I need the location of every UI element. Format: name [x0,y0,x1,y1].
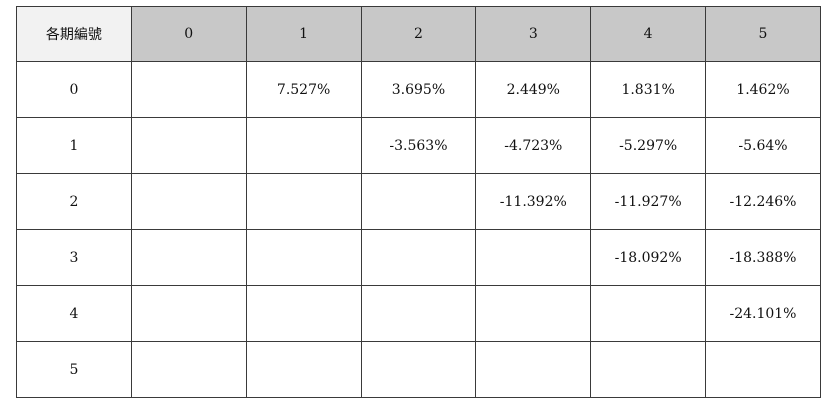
row-label: 2 [16,173,132,230]
table-cell [245,173,362,230]
table-cell: 2.449% [475,61,592,118]
row-label: 5 [16,341,132,398]
table-cell [245,285,362,342]
table-cell [245,341,362,398]
table-cell [245,117,362,174]
row-label: 3 [16,229,132,286]
table-cell: -5.297% [590,117,707,174]
table-cell: -24.101% [705,285,821,342]
corner-header: 各期編號 [16,6,132,62]
column-header: 1 [245,6,362,62]
table-cell: -11.927% [590,173,707,230]
table-cell [360,285,477,342]
column-header: 0 [130,6,247,62]
row-label: 0 [16,61,132,118]
table-row: 5 [16,341,821,398]
table-cell: -11.392% [475,173,592,230]
header-row: 各期編號 0 1 2 3 4 5 [16,6,821,62]
column-header: 2 [360,6,477,62]
table-row: 1 -3.563% -4.723% -5.297% -5.64% [16,117,821,174]
table-cell [360,173,477,230]
table-cell: -5.64% [705,117,821,174]
interest-rate-table: 各期編號 0 1 2 3 4 5 0 7.527% 3.695% 2.449% … [16,6,821,398]
table-row: 2 -11.392% -11.927% -12.246% [16,173,821,230]
table-cell [130,173,247,230]
table-cell [130,285,247,342]
table-cell [475,229,592,286]
table-cell [130,61,247,118]
table-cell: -18.388% [705,229,821,286]
table-cell [590,341,707,398]
table-cell [475,285,592,342]
table-row: 4 -24.101% [16,285,821,342]
table-cell: -18.092% [590,229,707,286]
table-cell [130,229,247,286]
table-cell [130,341,247,398]
column-header: 3 [475,6,592,62]
table-cell: -12.246% [705,173,821,230]
row-label: 4 [16,285,132,342]
table-row: 3 -18.092% -18.388% [16,229,821,286]
row-label: 1 [16,117,132,174]
table-cell [130,117,247,174]
table-cell [475,341,592,398]
table-cell: 7.527% [245,61,362,118]
table-cell [245,229,362,286]
table-cell [360,229,477,286]
column-header: 5 [705,6,821,62]
table-row: 0 7.527% 3.695% 2.449% 1.831% 1.462% [16,61,821,118]
column-header: 4 [590,6,707,62]
table-cell [360,341,477,398]
table-cell [705,341,821,398]
table-cell: 1.462% [705,61,821,118]
table-cell [590,285,707,342]
table-cell: 3.695% [360,61,477,118]
table-cell: -3.563% [360,117,477,174]
table-cell: 1.831% [590,61,707,118]
table-cell: -4.723% [475,117,592,174]
